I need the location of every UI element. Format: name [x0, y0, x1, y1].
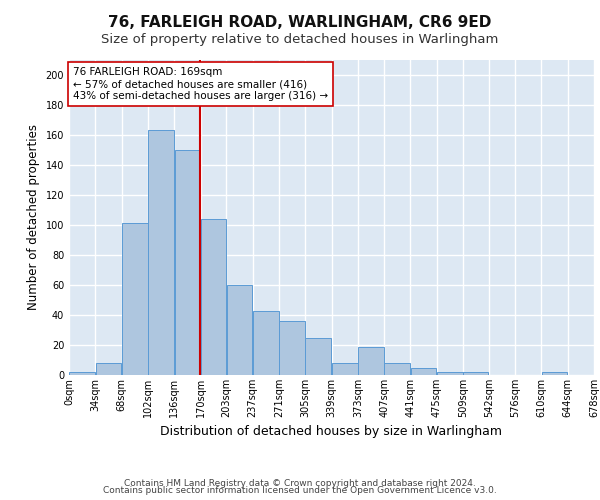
Bar — [358, 346, 384, 375]
Text: Size of property relative to detached houses in Warlingham: Size of property relative to detached ho… — [101, 32, 499, 46]
Bar — [175, 150, 200, 375]
Text: Contains HM Land Registry data © Crown copyright and database right 2024.: Contains HM Land Registry data © Crown c… — [124, 478, 476, 488]
Bar — [201, 219, 226, 375]
Bar — [305, 338, 331, 375]
Bar — [385, 363, 410, 375]
Text: 76, FARLEIGH ROAD, WARLINGHAM, CR6 9ED: 76, FARLEIGH ROAD, WARLINGHAM, CR6 9ED — [109, 15, 491, 30]
Bar — [227, 285, 252, 375]
Bar — [463, 372, 488, 375]
Text: Contains public sector information licensed under the Open Government Licence v3: Contains public sector information licen… — [103, 486, 497, 495]
X-axis label: Distribution of detached houses by size in Warlingham: Distribution of detached houses by size … — [161, 426, 503, 438]
Bar — [542, 372, 568, 375]
Bar — [253, 310, 278, 375]
Bar — [148, 130, 174, 375]
Bar — [437, 372, 463, 375]
Bar — [279, 321, 305, 375]
Y-axis label: Number of detached properties: Number of detached properties — [27, 124, 40, 310]
Bar — [70, 372, 95, 375]
Bar — [332, 363, 358, 375]
Bar — [411, 368, 436, 375]
Bar — [95, 363, 121, 375]
Text: 76 FARLEIGH ROAD: 169sqm
← 57% of detached houses are smaller (416)
43% of semi-: 76 FARLEIGH ROAD: 169sqm ← 57% of detach… — [73, 68, 328, 100]
Bar — [122, 224, 148, 375]
